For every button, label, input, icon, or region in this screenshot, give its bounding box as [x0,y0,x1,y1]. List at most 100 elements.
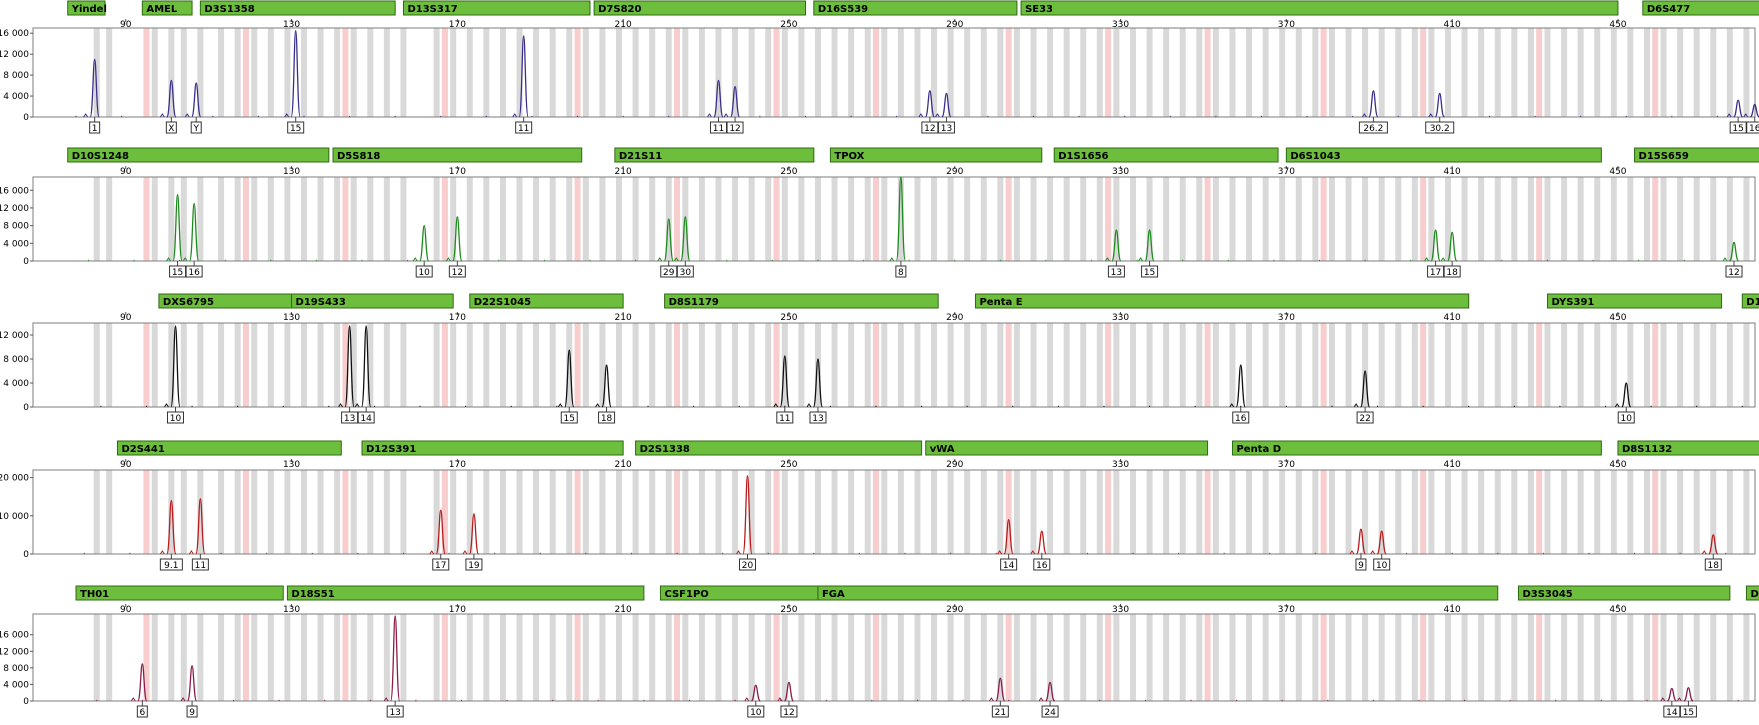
marker-bar[interactable] [817,585,1499,601]
allele-box[interactable] [89,121,101,134]
peak[interactable] [518,35,529,118]
allele-box[interactable] [136,705,148,718]
marker-bar[interactable] [1741,293,1759,309]
peak[interactable] [742,475,753,555]
allele-box[interactable] [1443,265,1461,278]
marker-bar[interactable] [974,293,1470,309]
peak[interactable] [166,79,177,118]
peak[interactable] [1683,687,1694,702]
peak[interactable] [137,663,148,702]
allele-box[interactable] [776,411,794,424]
peak[interactable] [419,224,430,262]
allele-box[interactable] [709,121,727,134]
allele-box[interactable] [287,121,305,134]
marker-bar[interactable] [291,293,454,309]
allele-box[interactable] [1425,121,1455,134]
marker-bar[interactable] [1642,0,1759,16]
allele-box[interactable] [1033,558,1051,571]
peak[interactable] [750,684,761,702]
allele-box[interactable] [185,265,203,278]
allele-box[interactable] [780,705,798,718]
marker-bar[interactable] [286,585,645,601]
allele-box[interactable] [660,265,678,278]
allele-box[interactable] [448,265,466,278]
marker-bar[interactable] [361,440,624,456]
peak[interactable] [1003,518,1014,555]
allele-box[interactable] [190,121,202,134]
marker-bar[interactable] [199,0,396,16]
allele-box[interactable] [1704,558,1722,571]
peak[interactable] [186,665,198,702]
peak[interactable] [361,325,372,408]
peak[interactable] [941,92,952,118]
allele-box[interactable] [598,411,616,424]
marker-bar[interactable] [664,293,939,309]
peak[interactable] [1359,370,1371,408]
allele-box[interactable] [1725,265,1743,278]
peak[interactable] [290,29,301,118]
allele-box[interactable] [747,705,765,718]
marker-bar[interactable] [1634,147,1759,163]
marker-bar[interactable] [469,293,624,309]
marker-bar[interactable] [813,0,1018,16]
allele-box[interactable] [1107,265,1125,278]
marker-bar[interactable] [1617,440,1759,456]
marker-bar[interactable] [1053,147,1279,163]
peak[interactable] [680,216,691,262]
peak[interactable] [1733,99,1744,118]
allele-box[interactable] [1041,705,1059,718]
allele-box[interactable] [165,121,177,134]
allele-box[interactable] [159,558,183,571]
allele-box[interactable] [1427,265,1445,278]
marker-bar[interactable] [67,0,106,16]
allele-box[interactable] [1355,558,1367,571]
peak[interactable] [895,176,907,262]
allele-box[interactable] [1373,558,1391,571]
peak[interactable] [713,79,724,118]
allele-box[interactable] [465,558,483,571]
peak[interactable] [1376,530,1387,555]
peak[interactable] [452,216,463,262]
allele-box[interactable] [1746,121,1759,134]
peak[interactable] [189,202,200,262]
peak[interactable] [924,90,936,118]
peak[interactable] [995,677,1006,702]
marker-bar[interactable] [1285,147,1602,163]
allele-box[interactable] [1679,705,1697,718]
peak[interactable] [1355,528,1367,555]
allele-box[interactable] [1000,558,1018,571]
peak[interactable] [1708,534,1719,555]
peak[interactable] [1621,382,1632,408]
peak[interactable] [779,355,790,408]
marker-bar[interactable] [1517,585,1731,601]
marker-bar[interactable] [332,147,583,163]
peak[interactable] [172,194,183,262]
peak[interactable] [1144,229,1155,262]
allele-box[interactable] [341,411,359,424]
peak[interactable] [166,499,177,555]
marker-bar[interactable] [1020,0,1619,16]
peak[interactable] [191,82,202,118]
allele-box[interactable] [676,265,694,278]
marker-bar[interactable] [635,440,923,456]
marker-bar[interactable] [1231,440,1602,456]
peak[interactable] [1044,681,1056,702]
allele-box[interactable] [169,265,187,278]
allele-box[interactable] [1232,411,1250,424]
allele-box[interactable] [186,705,198,718]
peak[interactable] [344,325,355,408]
peak[interactable] [435,509,446,555]
allele-box[interactable] [432,558,450,571]
peak[interactable] [1434,92,1445,118]
peak[interactable] [601,364,612,408]
peak[interactable] [170,325,181,408]
peak[interactable] [1749,103,1759,118]
peak[interactable] [1430,229,1441,262]
marker-bar[interactable] [1546,293,1723,309]
marker-bar[interactable] [67,147,330,163]
marker-bar[interactable] [614,147,815,163]
allele-box[interactable] [415,265,433,278]
allele-box[interactable] [1358,121,1388,134]
peak[interactable] [564,349,575,408]
allele-box[interactable] [560,411,578,424]
